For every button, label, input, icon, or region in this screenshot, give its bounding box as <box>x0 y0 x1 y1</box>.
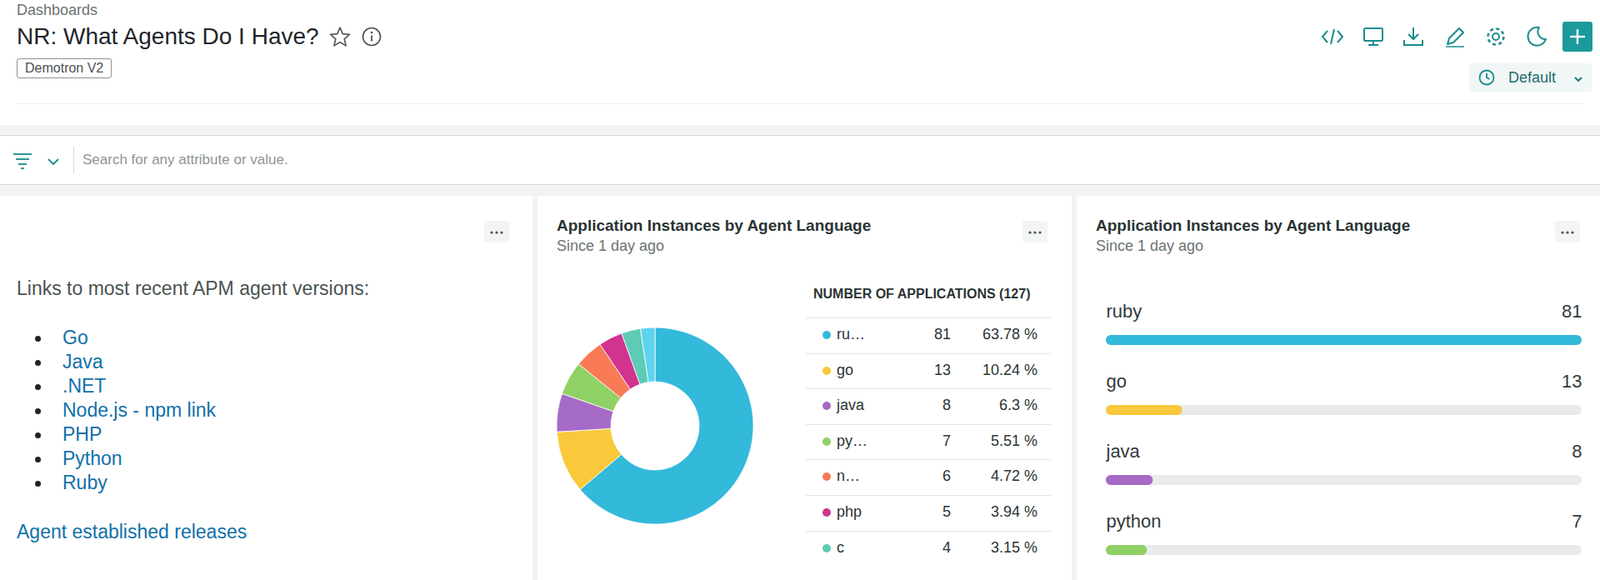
html-text:63.78 %: 63.78 % <box>982 325 1038 343</box>
html-text:NUMBER OF APPLICATIONS (127): NUMBER OF APPLICATIONS (127) <box>813 286 1031 301</box>
html-text:Application Instances by Agent: Application Instances by Agent Language <box>1095 216 1411 235</box>
html-text:81: 81 <box>934 325 951 343</box>
svg-text:ruby: ruby <box>1106 300 1143 322</box>
svg-text:java: java <box>1105 440 1141 462</box>
html-text:Python: Python <box>62 447 123 470</box>
html-text:8: 8 <box>942 396 951 414</box>
html-text:Go: Go <box>62 326 89 349</box>
html-text:13: 13 <box>934 361 951 378</box>
html-text:7: 7 <box>942 432 951 449</box>
html-text:go: go <box>836 361 854 378</box>
html-text:3.94 %: 3.94 % <box>990 503 1038 520</box>
svg-text:81: 81 <box>1561 300 1582 322</box>
html-text:Agent established releases: Agent established releases <box>16 520 247 543</box>
html-text:Since 1 day ago: Since 1 day ago <box>556 237 665 255</box>
html-text:Links to most recent APM agent: Links to most recent APM agent versions: <box>16 277 370 300</box>
svg-text:13: 13 <box>1561 370 1582 392</box>
html-text:Search for any attribute or va: Search for any attribute or value. <box>82 151 288 168</box>
svg-text:go: go <box>1106 370 1127 392</box>
html-text:Default: Default <box>1508 69 1556 86</box>
svg-text:python: python <box>1106 510 1162 532</box>
html-text:NR: What Agents Do I Have?: NR: What Agents Do I Have? <box>16 23 319 50</box>
html-text:4.72 %: 4.72 % <box>990 467 1038 485</box>
html-text:Dashboards: Dashboards <box>16 1 98 19</box>
html-text:Node.js - npm link: Node.js - npm link <box>62 399 216 421</box>
html-text:PHP: PHP <box>62 423 102 445</box>
html-text:6.3 %: 6.3 % <box>999 396 1038 414</box>
html-text:ru…: ru… <box>836 325 865 343</box>
html-text:php: php <box>836 503 862 520</box>
html-text:Ruby: Ruby <box>62 471 108 494</box>
html-text:Java: Java <box>62 350 103 373</box>
html-text:4: 4 <box>942 538 951 556</box>
html-text:py…: py… <box>836 432 868 449</box>
svg-text:7: 7 <box>1571 510 1582 532</box>
html-text:java: java <box>836 396 865 414</box>
html-text:Application Instances by Agent: Application Instances by Agent Language <box>556 216 872 235</box>
html-text:.NET: .NET <box>62 375 107 397</box>
html-text:c: c <box>836 538 845 556</box>
html-text:10.24 %: 10.24 % <box>982 361 1038 378</box>
html-text:Demotron V2: Demotron V2 <box>25 60 104 75</box>
html-text:3.15 %: 3.15 % <box>990 538 1038 556</box>
svg-text:8: 8 <box>1571 440 1582 462</box>
html-text:5.51 %: 5.51 % <box>990 432 1038 449</box>
html-text:n…: n… <box>836 467 860 485</box>
html-text:5: 5 <box>942 503 951 520</box>
html-text:Since 1 day ago: Since 1 day ago <box>1095 237 1204 255</box>
html-text:6: 6 <box>942 467 951 485</box>
